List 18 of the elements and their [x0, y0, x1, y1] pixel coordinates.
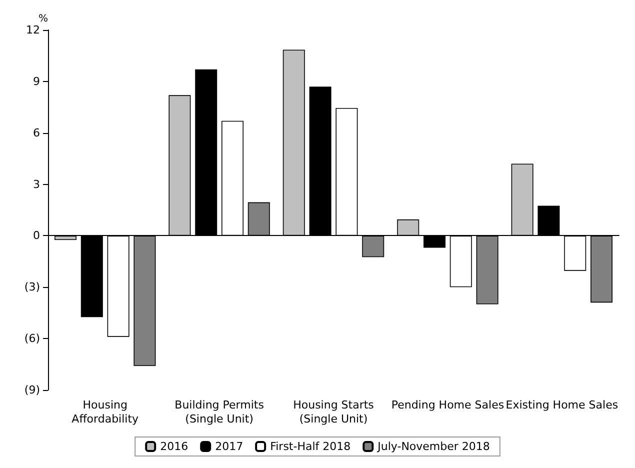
x-tick-label: Building Permits (Single Unit) — [174, 398, 264, 426]
y-tick-label: 9 — [33, 74, 40, 88]
y-axis-title: % — [38, 14, 48, 24]
legend-label: 2017 — [215, 440, 244, 453]
y-tick-label: 12 — [26, 24, 40, 36]
x-tick-label: Pending Home Sales — [391, 398, 504, 412]
y-tick-label: (9) — [24, 384, 40, 396]
y-tick-label: 0 — [33, 229, 40, 242]
legend-label: First-Half 2018 — [270, 440, 351, 453]
y-tick-label: 6 — [33, 126, 40, 140]
legend-label: 2016 — [160, 440, 188, 453]
y-tick-label: (3) — [24, 280, 40, 294]
y-tick-label: 3 — [33, 178, 40, 191]
x-tick-label: Housing Affordability — [72, 398, 140, 426]
legend-label: July-November 2018 — [376, 440, 490, 453]
x-tick-label: Existing Home Sales — [506, 398, 618, 412]
y-tick-label: (6) — [24, 332, 40, 346]
x-tick-label: Housing Starts (Single Unit) — [293, 398, 374, 426]
